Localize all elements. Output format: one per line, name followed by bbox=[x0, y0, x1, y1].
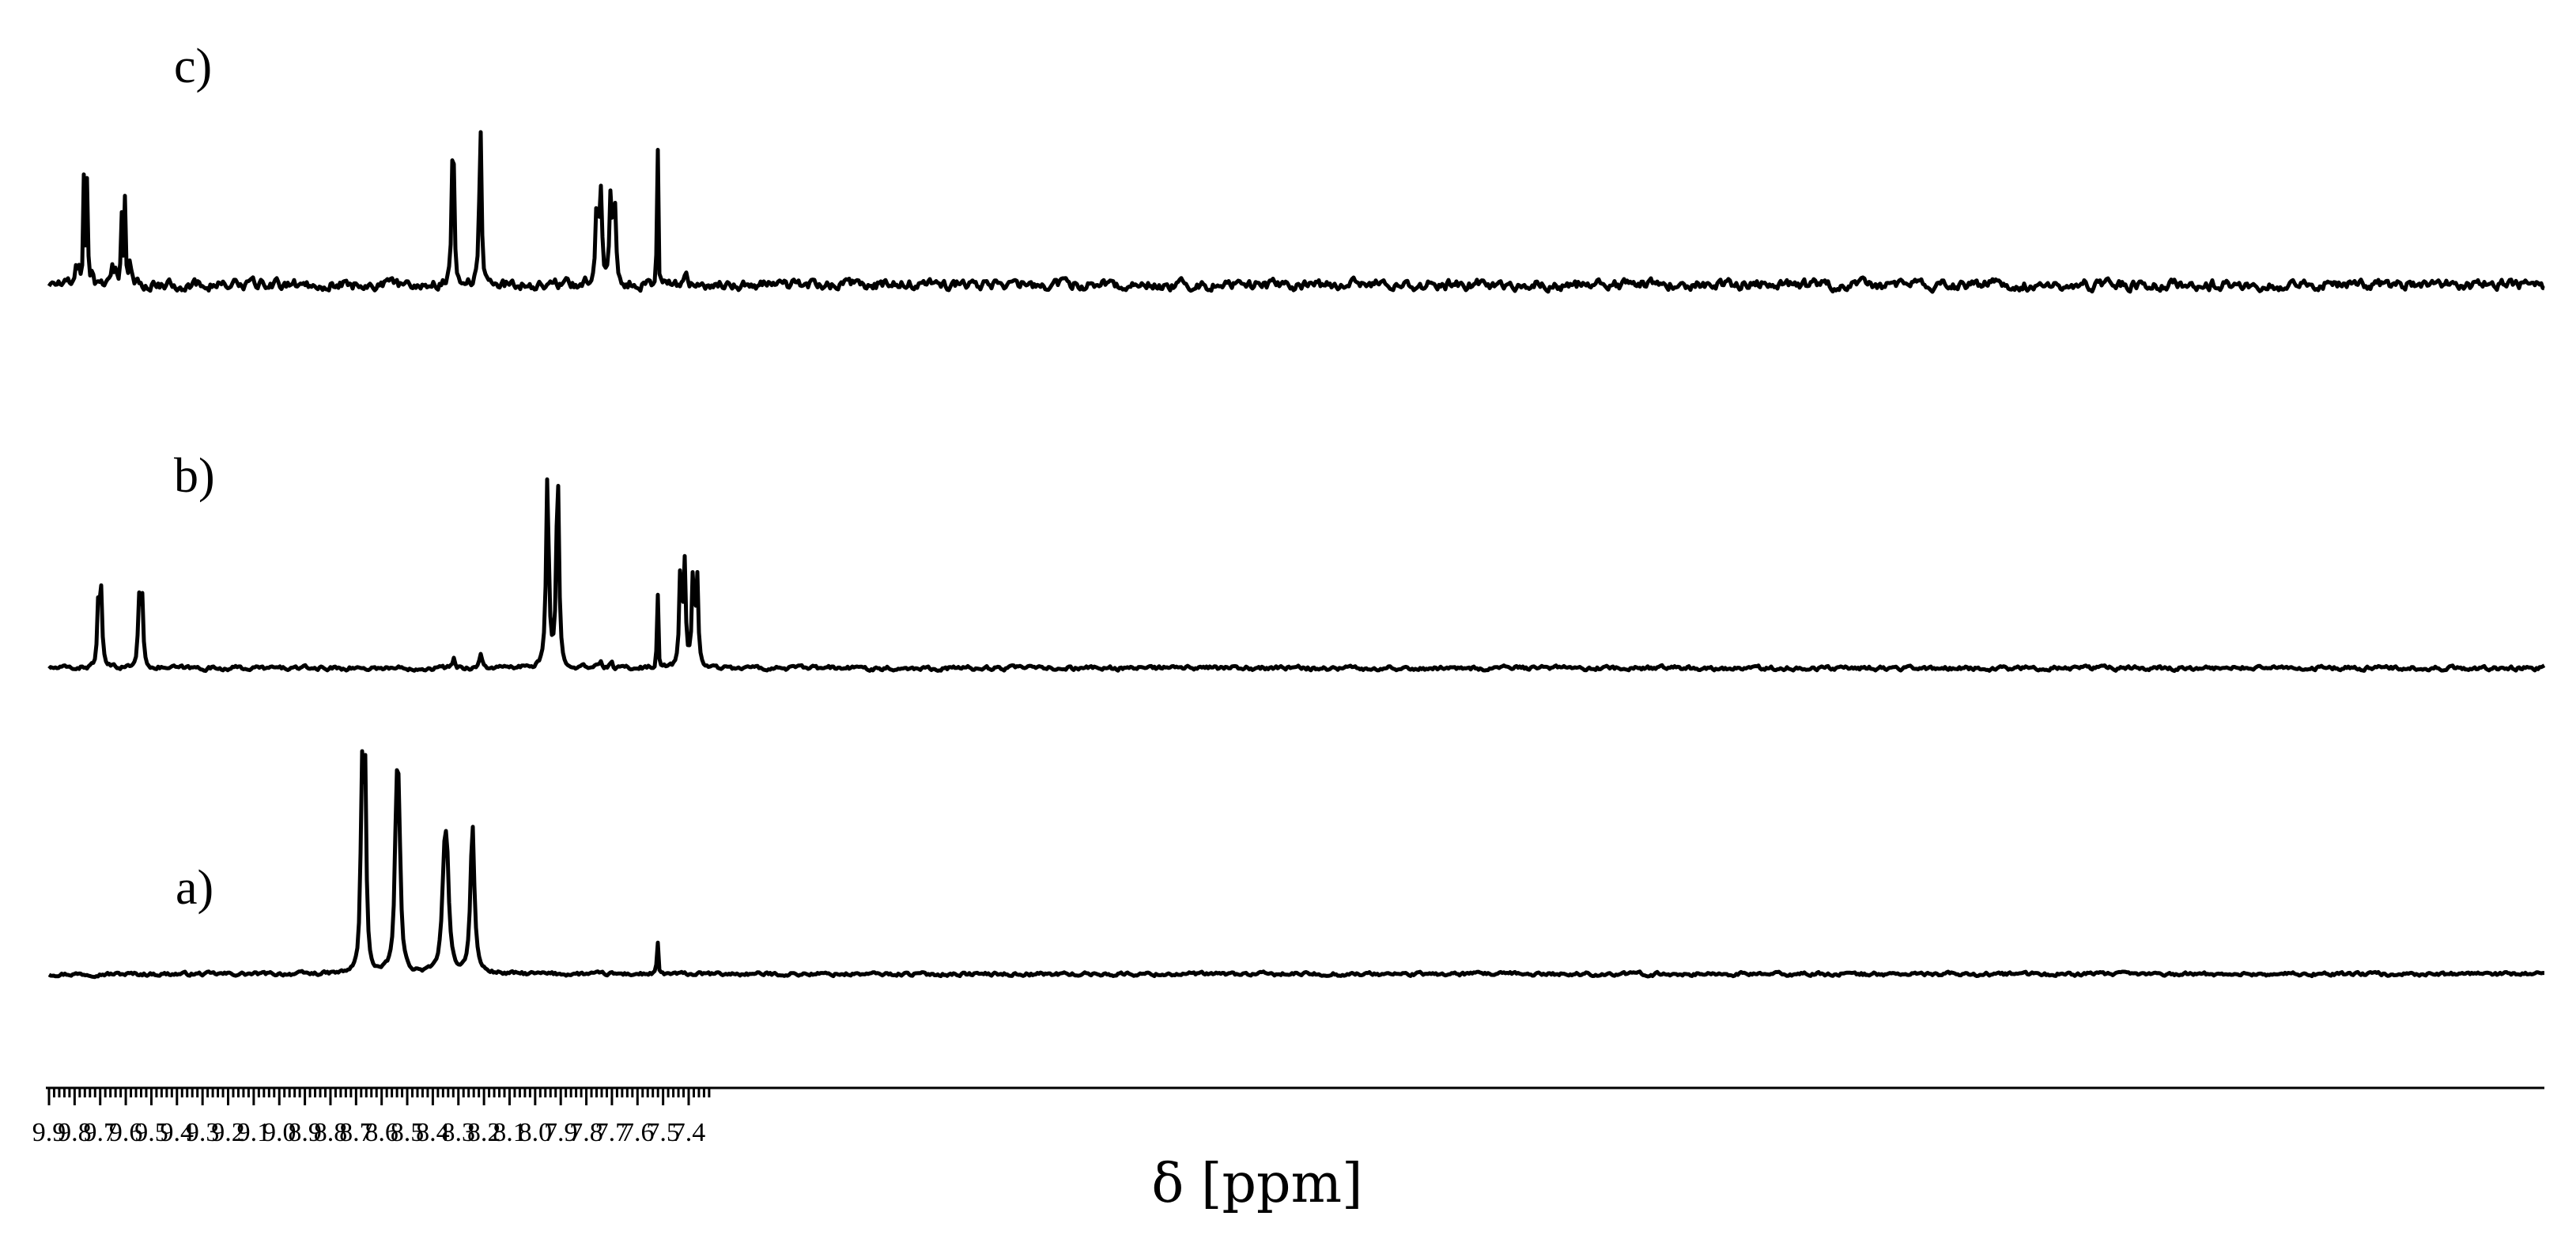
label-c: c) bbox=[174, 40, 212, 93]
x-tick-label: 8.9 bbox=[288, 1118, 322, 1147]
x-tick-label: 9.7 bbox=[83, 1118, 117, 1147]
x-axis-title: δ [ppm] bbox=[1151, 1153, 1362, 1215]
x-tick-label: 9.2 bbox=[211, 1118, 245, 1147]
x-tick-label: 8.2 bbox=[467, 1118, 501, 1147]
x-tick-label: 9.4 bbox=[161, 1118, 195, 1147]
x-tick-label: 9.6 bbox=[109, 1118, 143, 1147]
spectrum-trace-a bbox=[47, 749, 2545, 980]
x-tick-label: 9.8 bbox=[58, 1118, 92, 1147]
label-b: b) bbox=[174, 449, 215, 503]
x-axis-tick-labels: 9.99.89.79.69.59.49.39.29.19.08.98.88.78… bbox=[32, 1118, 706, 1147]
spectrum-trace-c bbox=[47, 130, 2545, 294]
label-a: a) bbox=[176, 861, 213, 915]
x-tick-label: 8.1 bbox=[493, 1118, 527, 1147]
x-tick-label: 8.7 bbox=[339, 1118, 373, 1147]
x-tick-label: 9.1 bbox=[237, 1118, 271, 1147]
x-tick-label: 7.4 bbox=[672, 1118, 706, 1147]
spectrum-trace-b bbox=[47, 477, 2546, 674]
x-tick-label: 7.9 bbox=[544, 1118, 578, 1147]
x-tick-label: 8.6 bbox=[364, 1118, 398, 1147]
spectrum-traces bbox=[47, 130, 2546, 980]
x-tick-label: 9.3 bbox=[186, 1118, 220, 1147]
x-tick-label: 9.0 bbox=[263, 1118, 297, 1147]
x-tick-label: 8.3 bbox=[442, 1118, 476, 1147]
x-tick-label: 8.8 bbox=[314, 1118, 348, 1147]
x-tick-label: 7.6 bbox=[621, 1118, 655, 1147]
x-tick-label: 9.5 bbox=[134, 1118, 168, 1147]
x-tick-label: 8.5 bbox=[391, 1118, 425, 1147]
x-axis-ticks bbox=[47, 1088, 711, 1105]
x-tick-label: 7.7 bbox=[595, 1118, 629, 1147]
x-tick-label: 8.4 bbox=[416, 1118, 450, 1147]
x-tick-label: 9.9 bbox=[32, 1118, 66, 1147]
x-tick-label: 7.8 bbox=[569, 1118, 603, 1147]
x-tick-label: 7.5 bbox=[646, 1118, 680, 1147]
x-tick-label: 8.0 bbox=[519, 1118, 553, 1147]
